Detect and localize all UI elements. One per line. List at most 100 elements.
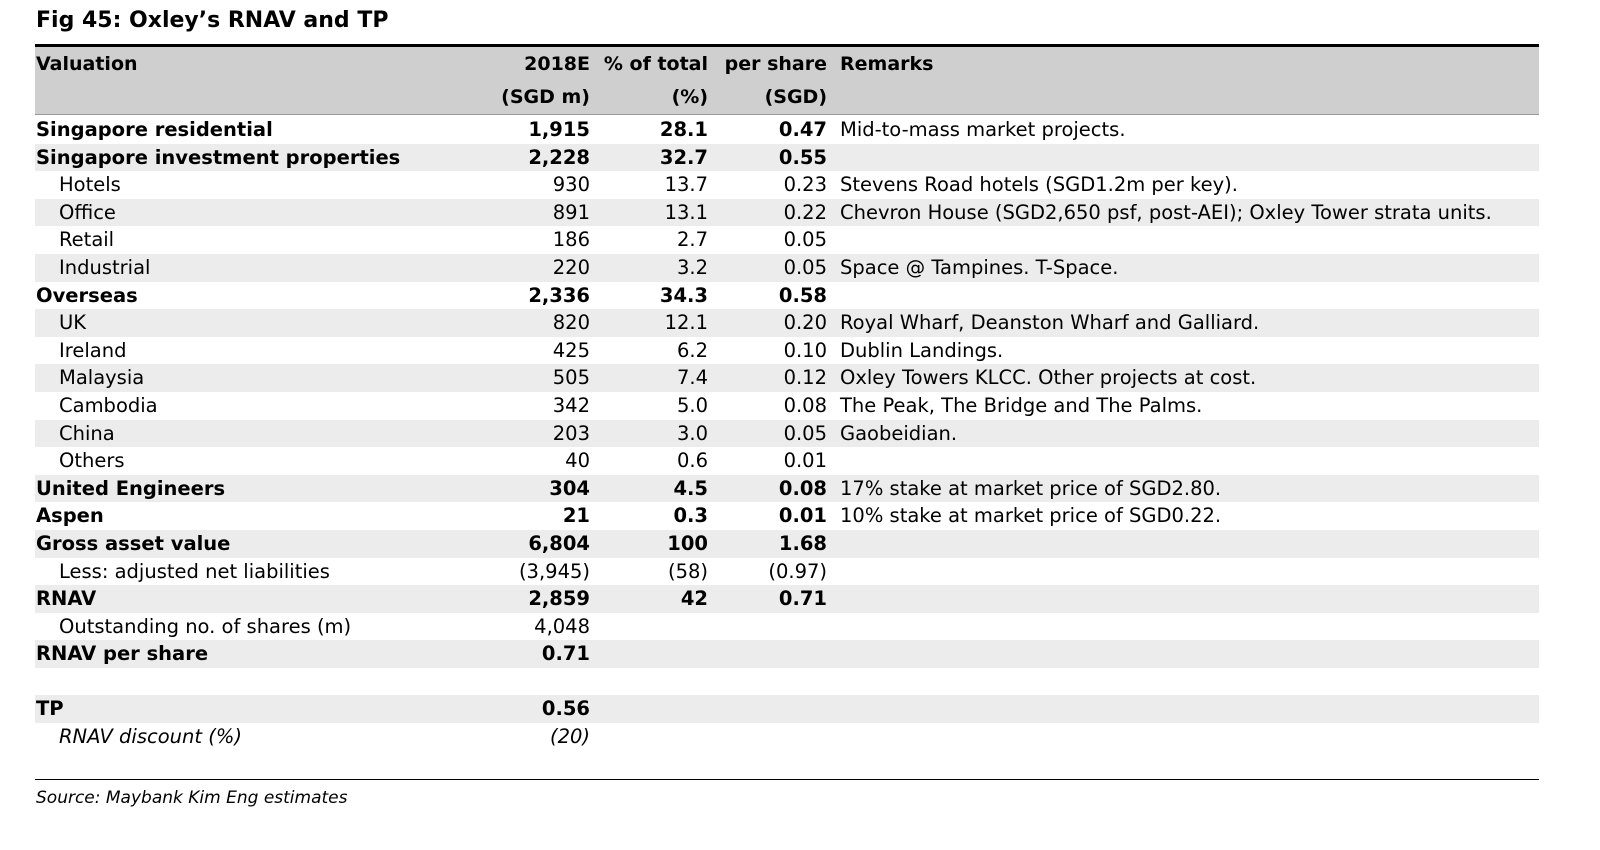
- row-label: Office: [59, 200, 116, 224]
- row-label: TP: [36, 697, 64, 721]
- header-pct-unit: (%): [671, 86, 708, 108]
- row-label: Overseas: [36, 283, 138, 307]
- row-label: Retail: [59, 228, 115, 252]
- row-value-2018e: 0.56: [541, 697, 590, 721]
- row-value-2018e: 425: [552, 338, 590, 362]
- row-value-2018e: 930: [552, 173, 590, 197]
- table-row: Aspen 21 0.3 0.01 10% stake at market pr…: [35, 502, 1539, 530]
- row-per-share: 0.71: [778, 587, 827, 611]
- table-row: Malaysia 505 7.4 0.12 Oxley Towers KLCC.…: [35, 364, 1539, 392]
- header-2018e: 2018E: [524, 53, 590, 75]
- row-pct-total: 34.3: [659, 283, 708, 307]
- row-pct-total: 3.2: [676, 255, 708, 279]
- row-value-2018e: 4,048: [534, 614, 590, 638]
- row-remarks: Space @ Tampines. T-Space.: [840, 255, 1119, 279]
- header-pct: % of total: [603, 53, 708, 75]
- row-per-share: 1.68: [778, 531, 827, 555]
- table-row: RNAV 2,859 42 0.71: [35, 585, 1539, 613]
- row-pct-total: (58): [667, 559, 708, 583]
- row-per-share: 0.23: [783, 173, 827, 197]
- row-remarks: Gaobeidian.: [840, 421, 958, 445]
- row-value-2018e: 40: [565, 449, 590, 473]
- row-per-share: 0.08: [778, 476, 827, 500]
- row-value-2018e: 2,228: [528, 145, 590, 169]
- row-label: Singapore residential: [36, 118, 273, 141]
- row-label: Cambodia: [59, 393, 158, 417]
- header-2018e-unit: (SGD m): [501, 86, 590, 108]
- table-body: Singapore residential 1,915 28.1 0.47 Mi…: [35, 116, 1539, 751]
- row-value-2018e: 342: [552, 393, 590, 417]
- bottom-rule: [35, 779, 1539, 780]
- row-pct-total: 5.0: [676, 393, 708, 417]
- row-pct-total: 100: [667, 531, 708, 555]
- row-pct-total: 28.1: [659, 118, 708, 141]
- row-per-share: 0.55: [778, 145, 827, 169]
- row-label: Hotels: [59, 173, 121, 197]
- row-value-2018e: 2,859: [528, 587, 590, 611]
- row-pct-total: 0.3: [673, 504, 708, 528]
- row-per-share: 0.10: [783, 338, 827, 362]
- row-pct-total: 0.6: [676, 449, 708, 473]
- row-value-2018e: 304: [549, 476, 590, 500]
- row-label: Others: [59, 449, 125, 473]
- row-value-2018e: 2,336: [528, 283, 590, 307]
- row-pct-total: 42: [680, 587, 708, 611]
- table-row: Outstanding no. of shares (m) 4,048: [35, 613, 1539, 641]
- table-row: Industrial 220 3.2 0.05 Space @ Tampines…: [35, 253, 1539, 282]
- table-row: TP 0.56: [35, 695, 1539, 724]
- top-rule: [35, 44, 1539, 47]
- row-value-2018e: (20): [549, 725, 590, 749]
- table-row: Cambodia 342 5.0 0.08 The Peak, The Brid…: [35, 392, 1539, 420]
- row-label: UK: [59, 311, 87, 335]
- row-label: Outstanding no. of shares (m): [59, 614, 352, 638]
- row-per-share: (0.97): [768, 559, 827, 583]
- header-valuation: Valuation: [36, 53, 138, 75]
- row-value-2018e: 220: [552, 255, 590, 279]
- row-value-2018e: 820: [552, 311, 590, 335]
- row-per-share: 0.22: [783, 200, 827, 224]
- table-row: Hotels 930 13.7 0.23 Stevens Road hotels…: [35, 171, 1539, 199]
- row-pct-total: 2.7: [676, 228, 708, 252]
- row-pct-total: 6.2: [676, 338, 708, 362]
- figure-title: Fig 45: Oxley’s RNAV and TP: [36, 8, 389, 33]
- table-row: Overseas 2,336 34.3 0.58: [35, 282, 1539, 310]
- row-value-2018e: 505: [552, 366, 590, 390]
- row-remarks: 10% stake at market price of SGD0.22.: [840, 504, 1222, 528]
- row-remarks: 17% stake at market price of SGD2.80.: [840, 476, 1222, 500]
- row-value-2018e: 891: [552, 200, 590, 224]
- row-label: RNAV per share: [36, 642, 209, 666]
- row-pct-total: 7.4: [676, 366, 708, 390]
- row-label: Gross asset value: [36, 531, 231, 555]
- table-header: Valuation 2018E (SGD m) % of total (%) p…: [35, 47, 1539, 115]
- row-pct-total: 32.7: [659, 145, 708, 169]
- row-pct-total: 13.1: [664, 200, 708, 224]
- row-per-share: 0.01: [778, 504, 827, 528]
- row-remarks: Chevron House (SGD2,650 psf, post-AEI); …: [840, 200, 1492, 224]
- row-value-2018e: 186: [552, 228, 590, 252]
- row-remarks: Dublin Landings.: [840, 338, 1004, 362]
- row-value-2018e: 0.71: [541, 642, 590, 666]
- row-per-share: 0.58: [778, 283, 827, 307]
- header-per-share: per share: [724, 53, 827, 75]
- row-label: Singapore investment properties: [36, 145, 401, 169]
- table-row: Ireland 425 6.2 0.10 Dublin Landings.: [35, 337, 1539, 365]
- row-label: Ireland: [59, 338, 127, 362]
- row-value-2018e: (3,945): [518, 559, 590, 583]
- source-note: Source: Maybank Kim Eng estimates: [36, 788, 348, 808]
- header-remarks: Remarks: [840, 53, 934, 75]
- row-value-2018e: 203: [552, 421, 590, 445]
- row-per-share: 0.47: [778, 118, 827, 141]
- table-row: Less: adjusted net liabilities (3,945) (…: [35, 558, 1539, 586]
- row-per-share: 0.20: [783, 311, 827, 335]
- row-label: Industrial: [59, 255, 151, 279]
- row-label: RNAV: [36, 587, 97, 611]
- table-row: Office 891 13.1 0.22 Chevron House (SGD2…: [35, 198, 1539, 227]
- row-per-share: 0.01: [783, 449, 827, 473]
- row-pct-total: 13.7: [664, 173, 708, 197]
- table-row-spacer: [35, 668, 1539, 696]
- row-label: Less: adjusted net liabilities: [59, 559, 330, 583]
- table-row: UK 820 12.1 0.20 Royal Wharf, Deanston W…: [35, 309, 1539, 337]
- row-remarks: The Peak, The Bridge and The Palms.: [840, 393, 1203, 417]
- table-row: Singapore investment properties 2,228 32…: [35, 143, 1539, 172]
- table-row: RNAV discount (%) (20): [35, 723, 1539, 751]
